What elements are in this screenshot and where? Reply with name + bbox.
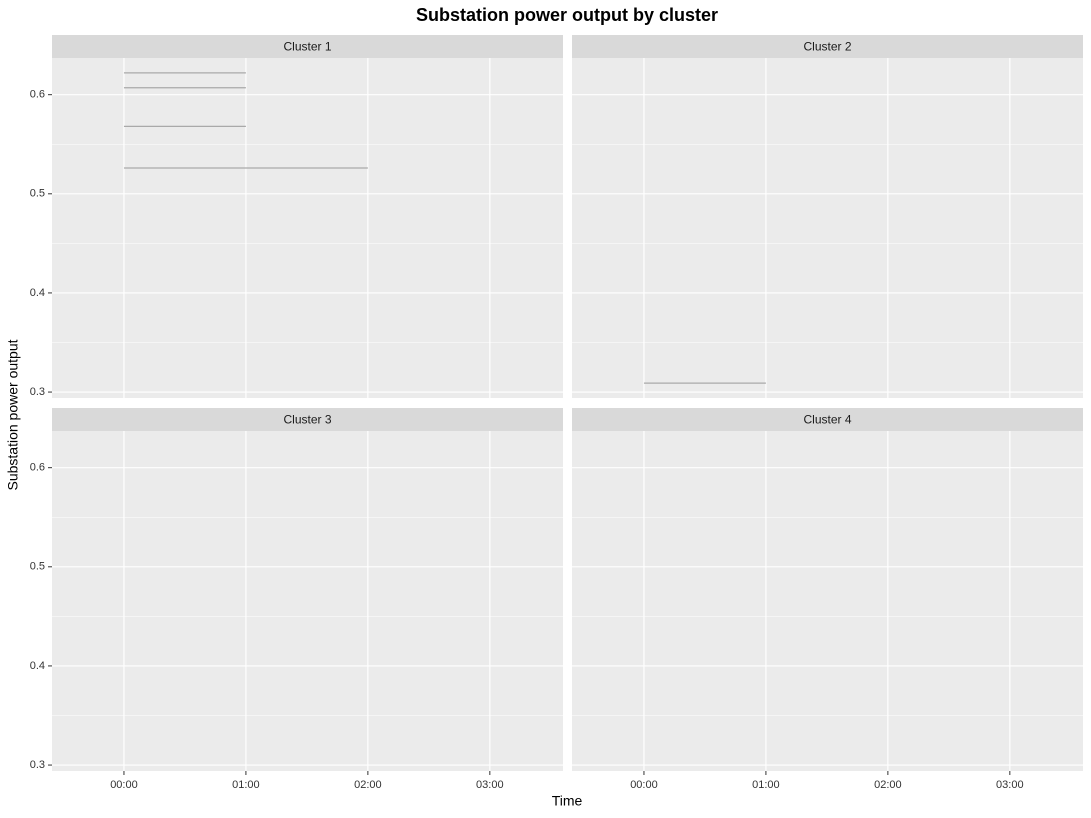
x-tick-label: 00:00 — [630, 779, 658, 791]
y-tick-label: 0.5 — [30, 188, 45, 200]
panel-background — [52, 58, 563, 398]
strip-label: Cluster 3 — [283, 413, 331, 427]
x-tick-label: 01:00 — [232, 779, 260, 791]
strip — [572, 35, 1083, 58]
y-tick-label: 0.6 — [30, 462, 45, 474]
y-tick-label: 0.4 — [30, 660, 45, 672]
strip — [52, 35, 563, 58]
strip-label: Cluster 4 — [803, 413, 851, 427]
chart-title: Substation power output by cluster — [416, 5, 718, 25]
y-tick-label: 0.6 — [30, 89, 45, 101]
x-axis-label: Time — [552, 793, 583, 809]
x-tick-label: 02:00 — [354, 779, 382, 791]
strip-label: Cluster 2 — [803, 40, 851, 54]
x-tick-label: 02:00 — [874, 779, 902, 791]
x-tick-label: 00:00 — [110, 779, 138, 791]
x-tick-label: 01:00 — [752, 779, 780, 791]
x-tick-label: 03:00 — [476, 779, 504, 791]
panel-background — [52, 431, 563, 771]
strip — [572, 408, 1083, 431]
panel-background — [572, 58, 1083, 398]
x-tick-label: 03:00 — [996, 779, 1024, 791]
panel-background — [572, 431, 1083, 771]
y-tick-label: 0.4 — [30, 287, 45, 299]
y-axis-label: Substation power output — [5, 339, 21, 490]
y-tick-label: 0.5 — [30, 561, 45, 573]
strip-label: Cluster 1 — [283, 40, 331, 54]
strip — [52, 408, 563, 431]
y-tick-label: 0.3 — [30, 386, 45, 398]
y-tick-label: 0.3 — [30, 759, 45, 771]
